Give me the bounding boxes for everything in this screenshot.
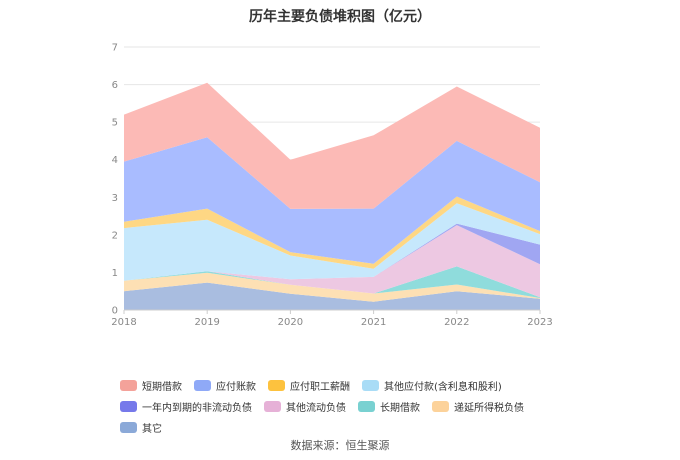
legend-label: 应付账款 xyxy=(216,382,256,393)
legend-label: 短期借款 xyxy=(142,382,182,393)
legend-label: 其他流动负债 xyxy=(286,403,346,414)
legend-swatch xyxy=(432,401,449,412)
x-tick-label: 2022 xyxy=(444,317,469,328)
legend-swatch xyxy=(358,401,375,412)
area-series xyxy=(124,137,540,264)
legend-label: 一年内到期的非流动负债 xyxy=(142,403,252,414)
area-series xyxy=(124,225,540,298)
y-tick-label: 3 xyxy=(112,193,118,204)
legend-item-other-payables[interactable]: 其他应付款(含利息和股利) xyxy=(362,378,502,393)
chart-title: 历年主要负债堆积图（亿元） xyxy=(249,9,431,25)
legend-item-accounts-payable[interactable]: 应付账款 xyxy=(194,378,256,393)
legend-swatch xyxy=(268,380,285,391)
y-tick-label: 6 xyxy=(112,80,118,91)
area-series xyxy=(124,223,540,281)
y-tick-label: 1 xyxy=(112,268,118,279)
legend-swatch xyxy=(120,401,137,412)
legend-item-employee-payroll[interactable]: 应付职工薪酬 xyxy=(268,378,350,393)
y-tick-label: 7 xyxy=(112,43,118,54)
legend-swatch xyxy=(362,380,379,391)
area-series xyxy=(124,82,540,209)
area-series xyxy=(124,282,540,310)
y-tick-label: 4 xyxy=(112,155,118,166)
legend-label: 其他应付款(含利息和股利) xyxy=(384,382,502,393)
area-series xyxy=(124,272,540,302)
legend-swatch xyxy=(194,380,211,391)
x-tick-label: 2019 xyxy=(194,317,219,328)
legend-label: 递延所得税负债 xyxy=(454,403,524,414)
data-source: 数据来源：恒生聚源 xyxy=(290,439,390,452)
x-tick-label: 2020 xyxy=(278,317,303,328)
legend-label: 其它 xyxy=(142,424,162,435)
x-tick-label: 2023 xyxy=(527,317,552,328)
area-series xyxy=(124,196,540,269)
legend-swatch xyxy=(120,380,137,391)
legend-swatch xyxy=(264,401,281,412)
legend-label: 应付职工薪酬 xyxy=(290,382,350,393)
x-tick-label: 2018 xyxy=(111,317,136,328)
area-series xyxy=(124,203,540,281)
y-tick-label: 2 xyxy=(112,230,118,241)
legend-item-deferred-tax[interactable]: 递延所得税负债 xyxy=(432,399,524,414)
y-tick-label: 5 xyxy=(112,118,118,129)
legend-item-other[interactable]: 其它 xyxy=(120,420,162,435)
legend: 短期借款 应付账款 应付职工薪酬 其他应付款(含利息和股利) 一年内到期的非流动… xyxy=(120,378,580,435)
legend-item-other-current-liabilities[interactable]: 其他流动负债 xyxy=(264,399,346,414)
legend-item-long-term-loans[interactable]: 长期借款 xyxy=(358,399,420,414)
area-series xyxy=(124,266,540,298)
legend-item-short-term-loans[interactable]: 短期借款 xyxy=(120,378,182,393)
legend-label: 长期借款 xyxy=(380,403,420,414)
legend-item-current-noncurrent[interactable]: 一年内到期的非流动负债 xyxy=(120,399,252,414)
y-tick-label: 0 xyxy=(112,306,118,317)
x-tick-label: 2021 xyxy=(361,317,386,328)
legend-swatch xyxy=(120,422,137,433)
